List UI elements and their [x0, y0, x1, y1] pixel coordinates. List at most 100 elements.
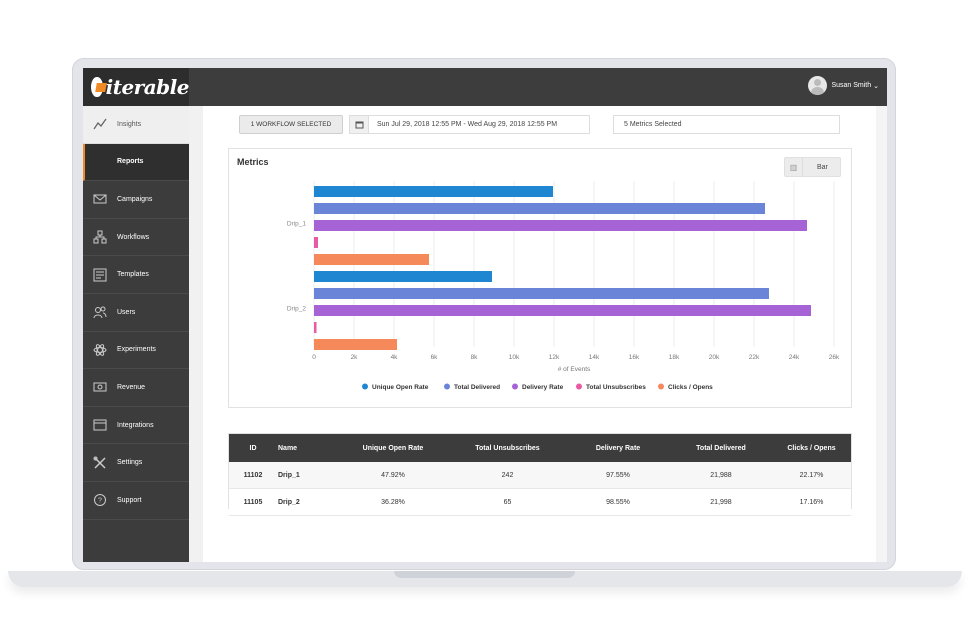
logo-icon — [91, 77, 103, 97]
column-header[interactable]: Total Delivered — [670, 434, 772, 462]
y-category-label: Drip_1 — [287, 221, 307, 228]
legend-marker — [658, 383, 664, 390]
legend-marker — [444, 383, 450, 390]
sidebar-item-label: Revenue — [117, 383, 146, 391]
sidebar-item-campaigns[interactable]: Campaigns — [83, 181, 189, 219]
table-cell: 97.55% — [566, 462, 670, 489]
chart-type-label: Bar — [817, 163, 828, 171]
svg-text:?: ? — [98, 498, 102, 505]
sidebar-item-label: Reports — [117, 158, 144, 166]
x-tick-label: 18k — [669, 354, 680, 361]
table-cell: 11102 — [229, 462, 277, 489]
bar-clicks-opens-drip-2 — [314, 339, 397, 350]
date-range-picker[interactable]: Sun Jul 29, 2018 12:55 PM - Wed Aug 29, … — [349, 115, 590, 134]
metrics-select[interactable]: 5 Metrics Selected — [613, 115, 840, 134]
sidebar-item-revenue[interactable]: Revenue — [83, 369, 189, 407]
sidebar: Insights Reports Campaigns Workflows Tem… — [83, 106, 189, 562]
table-cell: Drip_2 — [277, 488, 337, 516]
sidebar-item-label: Integrations — [117, 421, 154, 429]
calendar-icon — [350, 116, 369, 133]
column-header[interactable]: Total Unsubscribes — [449, 434, 566, 462]
table-cell: 17.16% — [772, 488, 851, 516]
column-header[interactable]: ID — [229, 434, 277, 462]
bar-total-delivered-drip-1 — [314, 203, 765, 214]
sidebar-item-templates[interactable]: Templates — [83, 256, 189, 294]
window-icon — [93, 418, 107, 432]
sidebar-item-users[interactable]: Users — [83, 294, 189, 332]
envelope-icon — [93, 192, 107, 206]
users-icon — [93, 305, 107, 319]
report-table: ID Name Unique Open Rate Total Unsubscri… — [229, 434, 851, 516]
chart-type-toggle[interactable]: ▥ Bar — [784, 157, 841, 177]
x-tick-label: 20k — [709, 354, 720, 361]
atom-icon — [93, 343, 107, 357]
table-cell: 47.92% — [337, 462, 449, 489]
sidebar-item-settings[interactable]: Settings — [83, 444, 189, 482]
x-tick-label: 14k — [589, 354, 600, 361]
sidebar-item-support[interactable]: ? Support — [83, 482, 189, 520]
content-gutter — [189, 106, 203, 562]
logo[interactable]: iterable — [83, 68, 190, 106]
legend-label: Clicks / Opens — [668, 384, 713, 391]
template-icon — [93, 268, 107, 282]
legend-label: Total Unsubscribes — [586, 384, 646, 391]
column-header[interactable]: Delivery Rate — [566, 434, 670, 462]
column-header[interactable]: Name — [277, 434, 337, 462]
legend-marker — [512, 383, 518, 390]
table-header-row: ID Name Unique Open Rate Total Unsubscri… — [229, 434, 851, 462]
legend-marker — [576, 383, 582, 390]
sidebar-item-label: Insights — [117, 120, 142, 128]
main-content: 1 WORKFLOW SELECTED Sun Jul 29, 2018 12:… — [203, 106, 876, 562]
sidebar-item-label: Support — [117, 496, 142, 504]
right-gutter — [876, 106, 887, 562]
x-tick-label: 2k — [351, 354, 359, 361]
sidebar-item-label: Settings — [117, 459, 143, 467]
metrics-chart: 0 2k 4k 6k 8k 10k 12k 14k 16k 18k 20k 22k 24k 26k # of… — [287, 181, 840, 391]
sidebar-item-reports[interactable]: Reports — [83, 143, 189, 182]
avatar — [808, 76, 828, 95]
legend-label: Total Delivered — [454, 384, 500, 391]
bar-unique-open-rate-drip-1 — [314, 186, 553, 197]
y-category-label: Drip_2 — [287, 306, 307, 313]
sidebar-item-insights[interactable]: Insights — [83, 106, 189, 144]
x-axis-label: # of Events — [558, 366, 591, 373]
user-menu[interactable]: Susan Smith ⌄ — [808, 76, 879, 95]
x-tick-label: 22k — [749, 354, 760, 361]
column-header[interactable]: Clicks / Opens — [772, 434, 851, 462]
table-cell: Drip_1 — [277, 462, 337, 489]
date-range-text: Sun Jul 29, 2018 12:55 PM - Wed Aug 29, … — [377, 121, 558, 128]
x-tick-label: 0 — [312, 354, 316, 361]
user-name: Susan Smith — [831, 82, 872, 89]
table-cell: 11105 — [229, 488, 277, 516]
sidebar-item-integrations[interactable]: Integrations — [83, 407, 189, 445]
metrics-chart-card: 0 2k 4k 6k 8k 10k 12k 14k 16k 18k 20k 22k 24k 26k # of… — [228, 148, 852, 408]
sidebar-item-label: Users — [117, 308, 136, 316]
bar-delivery-rate-drip-2 — [314, 305, 811, 316]
tools-icon — [93, 456, 107, 470]
laptop-base — [8, 571, 962, 587]
laptop-notch — [394, 571, 575, 578]
table-cell: 21,988 — [670, 462, 772, 489]
sidebar-item-experiments[interactable]: Experiments — [83, 332, 189, 370]
x-tick-label: 12k — [549, 354, 560, 361]
x-tick-label: 26k — [829, 354, 840, 361]
table-cell: 22.17% — [772, 462, 851, 489]
app-screen: iterable Susan Smith ⌄ Insights Reports … — [83, 68, 887, 562]
help-icon: ? — [93, 493, 107, 507]
sidebar-item-workflows[interactable]: Workflows — [83, 219, 189, 257]
filter-bar: 1 WORKFLOW SELECTED Sun Jul 29, 2018 12:… — [203, 106, 876, 142]
table-row[interactable]: 11105 Drip_2 36.28% 65 98.55% 21,998 17.… — [229, 488, 851, 516]
table-cell: 98.55% — [566, 488, 670, 516]
column-header[interactable]: Unique Open Rate — [337, 434, 449, 462]
x-tick-label: 16k — [629, 354, 640, 361]
report-table-card: ID Name Unique Open Rate Total Unsubscri… — [228, 433, 852, 516]
table-row[interactable]: 11102 Drip_1 47.92% 242 97.55% 21,988 22… — [229, 462, 851, 489]
money-icon — [93, 380, 107, 394]
chevron-down-icon: ⌄ — [873, 82, 879, 90]
workflow-select-button[interactable]: 1 WORKFLOW SELECTED — [239, 115, 343, 134]
bar-total-unsubscribes-drip-1 — [314, 237, 318, 248]
bar-chart-icon: ▥ — [785, 158, 803, 176]
logo-text: iterable — [105, 75, 190, 99]
top-bar: iterable Susan Smith ⌄ — [83, 68, 887, 106]
sidebar-item-label: Campaigns — [117, 195, 153, 203]
